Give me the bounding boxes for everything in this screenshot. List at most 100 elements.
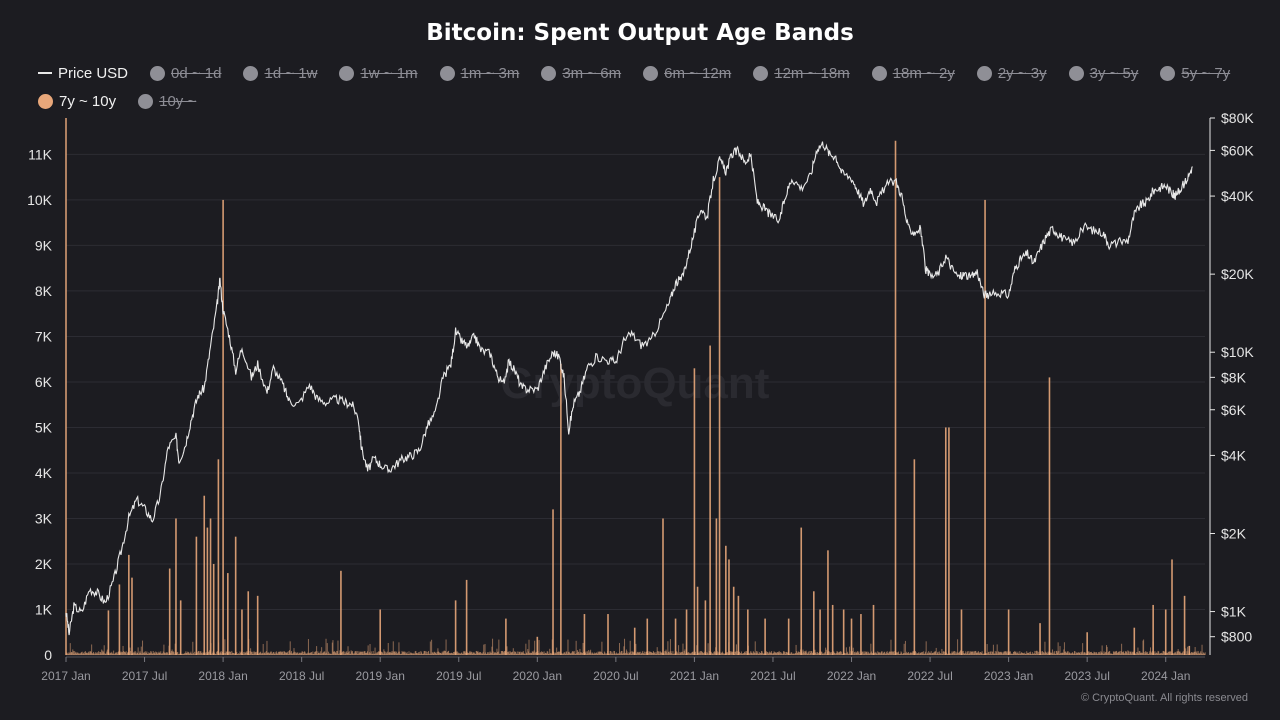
bar-noise — [134, 653, 136, 655]
legend-item-7[interactable]: 12m ~ 18m — [753, 62, 850, 84]
bar-noise — [507, 651, 509, 655]
bar-noise — [616, 653, 618, 655]
bar-noise — [514, 651, 516, 655]
bar-noise — [1097, 653, 1099, 655]
bar-noise — [76, 652, 78, 655]
bar-noise — [617, 653, 619, 655]
bar-noise — [320, 653, 322, 655]
bar-noise — [258, 653, 260, 655]
bar-noise — [126, 652, 128, 655]
bar-noise — [121, 652, 123, 655]
legend-item-4[interactable]: 1m ~ 3m — [439, 62, 519, 84]
bar-noise — [250, 651, 252, 655]
bar-noise — [1120, 651, 1122, 655]
legend-item-13[interactable]: 10y ~ — [138, 90, 196, 112]
bar-noise — [1004, 651, 1006, 655]
bar-noise — [342, 651, 344, 655]
bar-noise — [331, 642, 333, 655]
legend-item-2[interactable]: 1d ~ 1w — [243, 62, 317, 84]
bar-noise — [688, 652, 690, 655]
bar-noise — [88, 653, 90, 655]
legend-item-6[interactable]: 6m ~ 12m — [643, 62, 731, 84]
bar-noise — [302, 651, 304, 655]
bar-noise — [158, 651, 160, 655]
bar-noise — [809, 650, 811, 655]
bar-noise — [569, 652, 571, 655]
bar-noise — [975, 650, 977, 655]
bar-noise — [215, 654, 217, 655]
bar-noise — [1109, 650, 1111, 655]
bar-noise — [927, 653, 929, 655]
bar-noise — [122, 645, 124, 655]
bar-noise — [208, 652, 210, 655]
bar-noise — [1175, 653, 1177, 655]
bar-noise — [799, 652, 801, 655]
legend-item-5[interactable]: 3m ~ 6m — [541, 62, 621, 84]
bar-noise — [1000, 651, 1002, 655]
bar-noise — [784, 653, 786, 655]
bar-noise — [194, 651, 196, 655]
bar-noise — [969, 652, 971, 655]
legend-item-3[interactable]: 1w ~ 1m — [339, 62, 418, 84]
bar-noise — [1178, 651, 1180, 655]
bar-noise — [1150, 651, 1152, 655]
bar-noise — [959, 651, 961, 655]
bar-noise — [272, 653, 274, 655]
legend-item-0[interactable]: Price USD — [38, 62, 128, 84]
bar-noise — [545, 652, 547, 655]
bar-noise — [557, 652, 559, 655]
bar-noise — [570, 653, 572, 655]
bar-noise — [74, 652, 76, 655]
bar-noise — [684, 654, 686, 655]
bar-noise — [280, 652, 282, 655]
bar-noise — [1055, 650, 1057, 655]
bar-noise — [647, 653, 649, 655]
bar-noise — [391, 651, 393, 655]
bar-noise — [1128, 653, 1130, 655]
bar-noise — [582, 642, 584, 655]
bar-noise — [312, 654, 314, 655]
bar-noise — [404, 652, 406, 655]
bar-noise — [741, 653, 743, 655]
bar-noise — [1059, 646, 1061, 655]
bar-noise — [294, 651, 296, 655]
bar-noise — [417, 653, 419, 655]
legend-item-8[interactable]: 18m ~ 2y — [871, 62, 955, 84]
bar-noise — [223, 653, 225, 655]
bar-noise — [654, 652, 656, 655]
bar-noise — [632, 651, 634, 655]
bar-noise — [104, 653, 106, 655]
bar-noise — [553, 652, 555, 655]
bar-noise — [896, 652, 898, 655]
bar-noise — [949, 653, 951, 655]
bar-noise — [1023, 653, 1025, 655]
bar — [1164, 609, 1167, 655]
bar-noise — [442, 652, 444, 655]
bar-noise — [611, 651, 613, 655]
bar-noise — [1187, 646, 1189, 655]
legend-item-12[interactable]: 7y ~ 10y — [38, 90, 116, 112]
bar-noise — [726, 652, 728, 655]
bar-noise — [422, 653, 424, 655]
bar-noise — [1099, 653, 1101, 655]
bar-noise — [145, 652, 147, 655]
bar-noise — [975, 652, 977, 655]
bar-noise — [287, 654, 289, 655]
y-left-tick-label: 3K — [35, 510, 53, 526]
bar-noise — [143, 651, 145, 655]
bar-noise — [211, 653, 213, 655]
bar-noise — [656, 647, 658, 655]
legend-item-11[interactable]: 5y ~ 7y — [1160, 62, 1230, 84]
bar-noise — [955, 651, 957, 655]
bar-noise — [84, 651, 86, 655]
bar-noise — [401, 650, 403, 655]
bar-noise — [803, 651, 805, 655]
bar-noise — [683, 650, 685, 655]
bar-noise — [1122, 651, 1124, 655]
legend-item-9[interactable]: 2y ~ 3y — [976, 62, 1047, 84]
bar-noise — [491, 646, 493, 655]
x-tick-label: 2022 Jul — [907, 669, 952, 683]
legend-item-1[interactable]: 0d ~ 1d — [150, 62, 221, 84]
legend-item-10[interactable]: 3y ~ 5y — [1068, 62, 1138, 84]
bar-noise — [870, 651, 872, 655]
